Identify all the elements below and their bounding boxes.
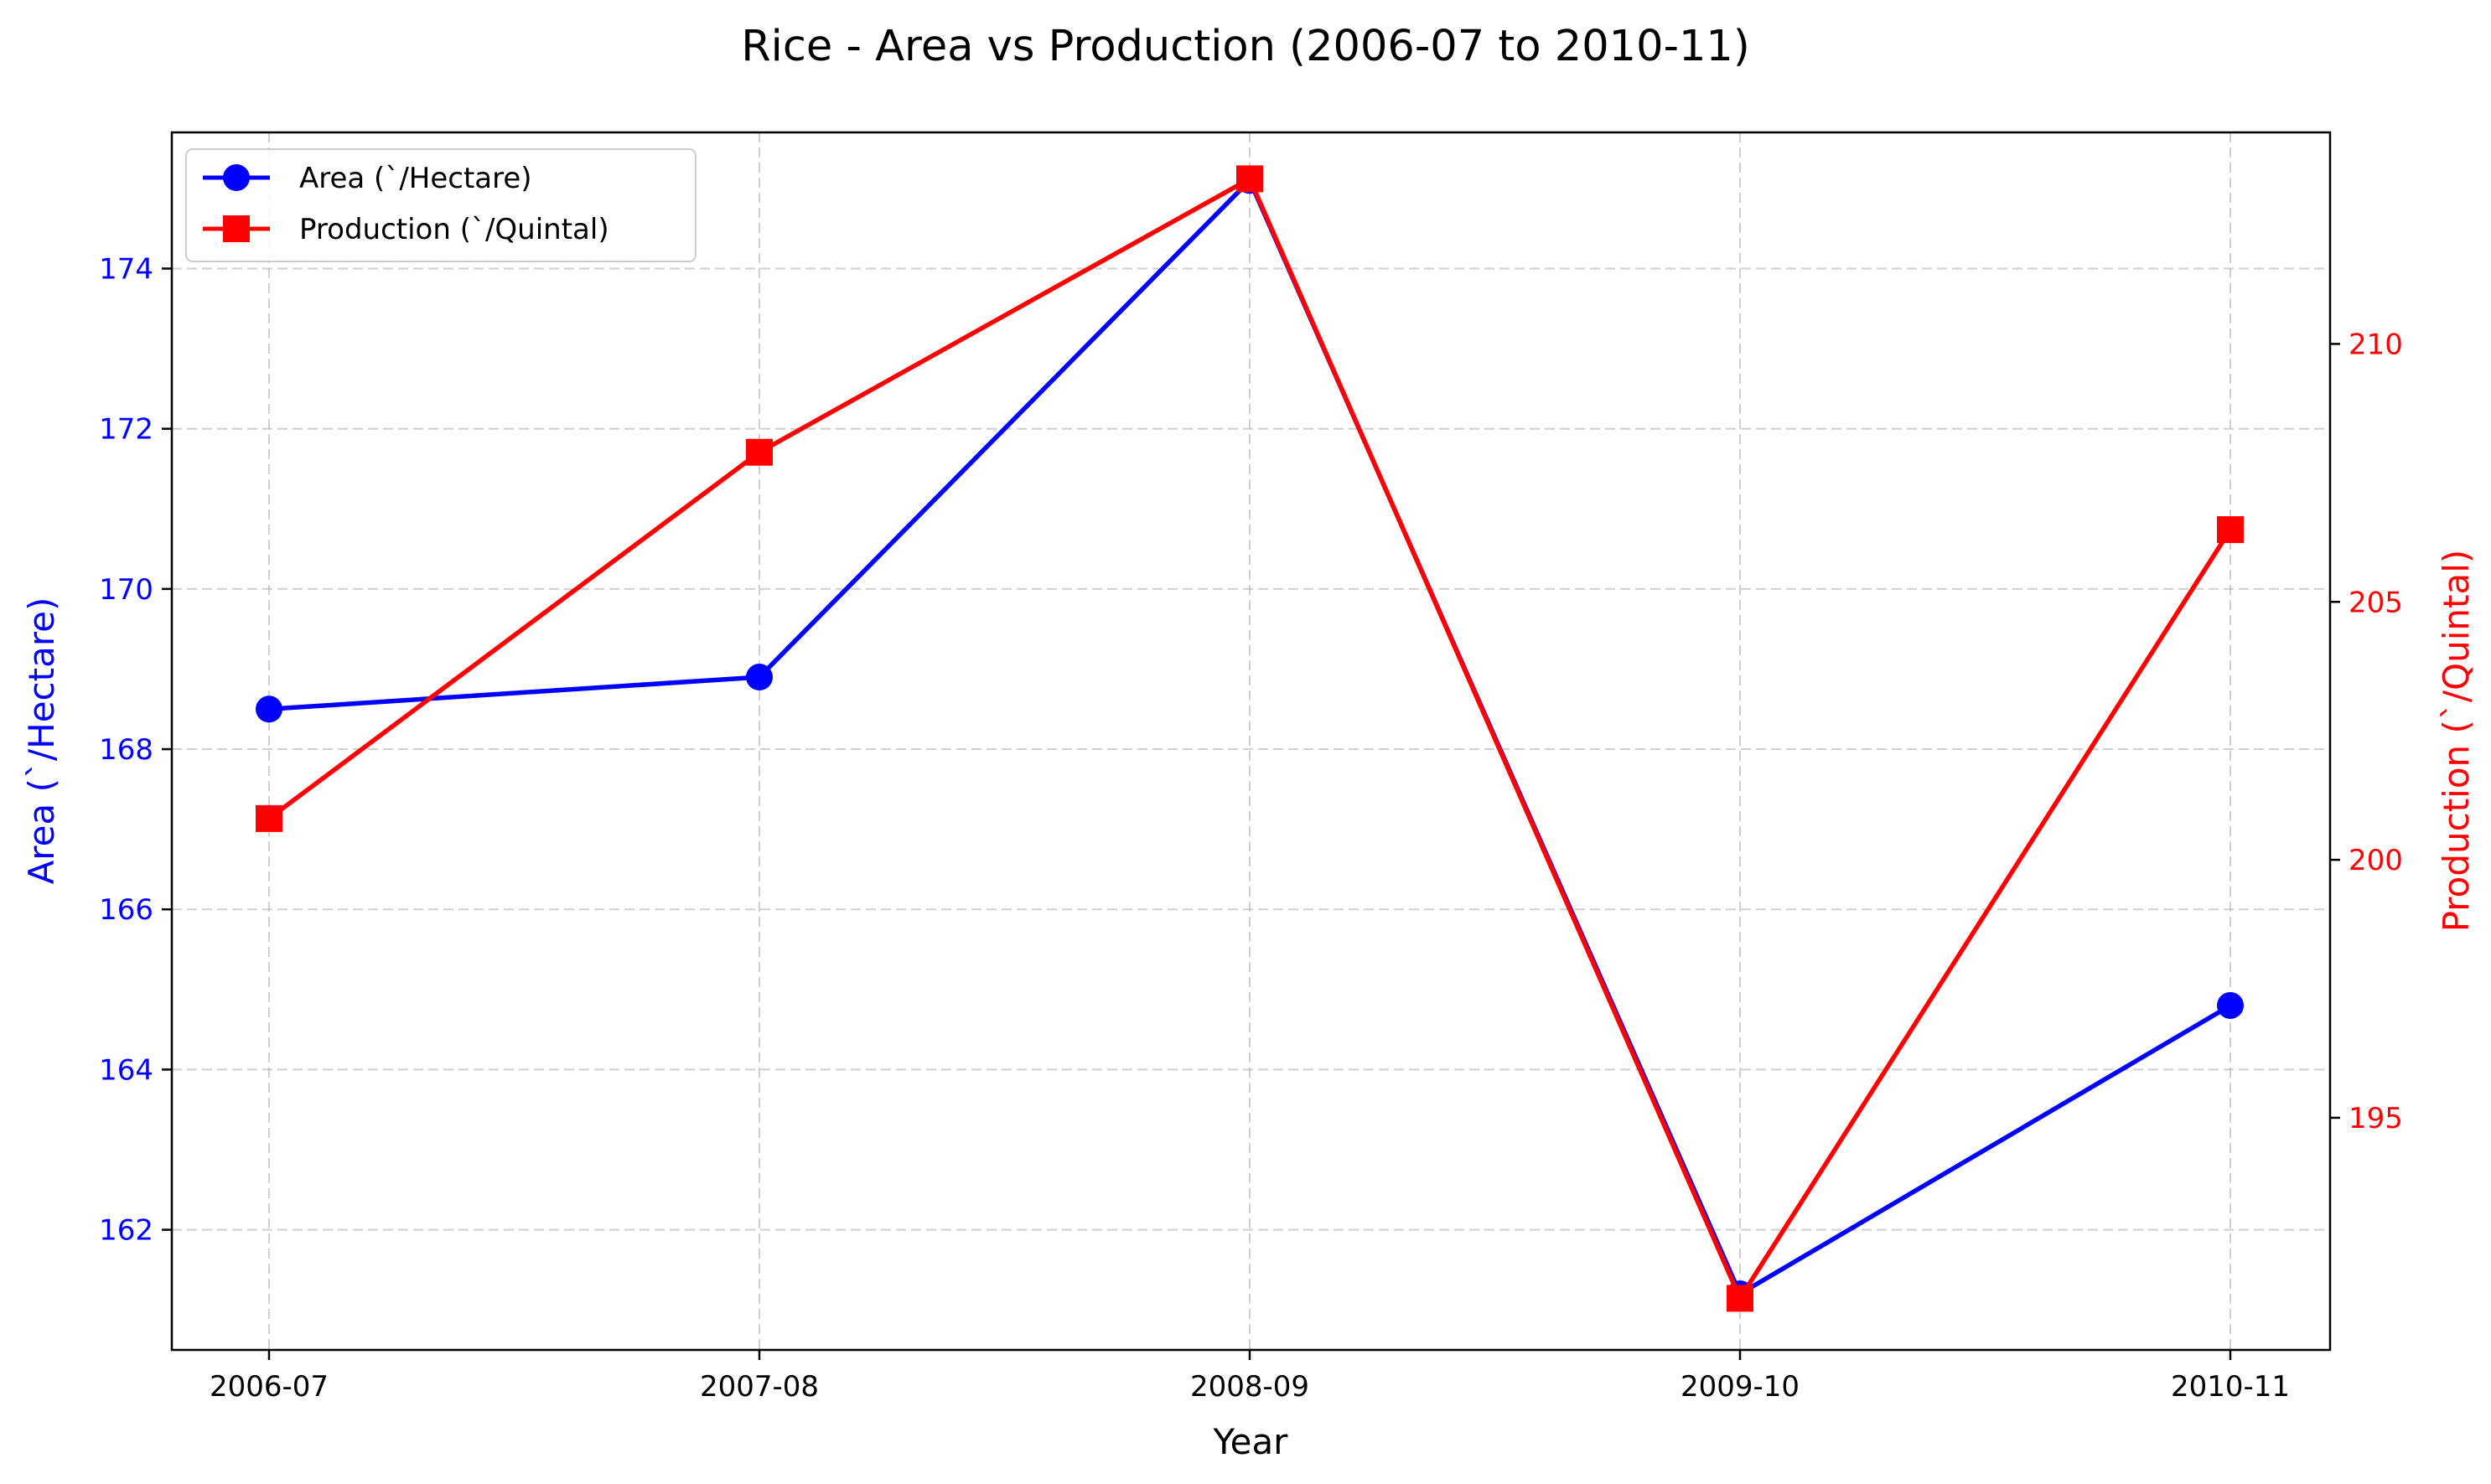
x-tick-label: 2010-11 bbox=[2171, 1370, 2290, 1404]
y-left-tick-label: 170 bbox=[99, 573, 153, 607]
chart-title: Rice - Area vs Production (2006-07 to 20… bbox=[741, 22, 1750, 71]
y-right-tick-label: 210 bbox=[2349, 328, 2403, 361]
legend-marker-production bbox=[223, 215, 250, 242]
y-left-tick-label: 174 bbox=[99, 253, 153, 287]
legend-label-area: Area (`/Hectare) bbox=[299, 162, 532, 195]
y-axis-left: 162 164 166 168 170 172 174 bbox=[99, 253, 172, 1248]
x-tick-label: 2007-08 bbox=[700, 1370, 819, 1404]
legend-box bbox=[185, 148, 697, 262]
series-layer bbox=[256, 165, 2244, 1312]
x-axis-label: Year bbox=[1213, 1421, 1289, 1462]
y-left-tick-label: 172 bbox=[99, 413, 153, 447]
data-point-production bbox=[1727, 1285, 1753, 1312]
y-left-tick-label: 168 bbox=[99, 733, 153, 767]
y-axis-right: 195 200 205 210 bbox=[2330, 328, 2403, 1135]
plot-frame bbox=[170, 131, 2332, 1352]
legend-label-production: Production (`/Quintal) bbox=[299, 213, 609, 246]
data-point-area bbox=[2217, 991, 2244, 1019]
x-tick-label: 2009-10 bbox=[1681, 1370, 1800, 1404]
x-tick-label: 2008-09 bbox=[1190, 1370, 1309, 1404]
data-point-area bbox=[746, 664, 773, 691]
y-right-tick-label: 205 bbox=[2349, 586, 2403, 619]
y-left-tick-label: 164 bbox=[99, 1053, 153, 1087]
y-left-tick-label: 166 bbox=[99, 893, 153, 927]
y-left-tick-label: 162 bbox=[99, 1214, 153, 1248]
y-axis-left-label: Area (`/Hectare) bbox=[21, 597, 62, 885]
data-point-area bbox=[256, 695, 282, 723]
y-right-tick-label: 195 bbox=[2349, 1102, 2403, 1135]
y-right-tick-label: 200 bbox=[2349, 844, 2403, 877]
x-tick-label: 2006-07 bbox=[210, 1370, 329, 1404]
data-point-production bbox=[1236, 165, 1263, 193]
x-axis: 2006-07 2007-08 2008-09 2009-10 2010-11 bbox=[210, 1350, 2290, 1404]
data-point-production bbox=[2217, 516, 2244, 544]
data-point-production bbox=[256, 804, 282, 832]
data-point-production bbox=[746, 438, 773, 466]
legend-marker-area bbox=[223, 164, 250, 191]
y-axis-right-label: Production (`/Quintal) bbox=[2436, 550, 2477, 933]
legend: Area (`/Hectare) Production (`/Quintal) bbox=[185, 148, 697, 262]
grid bbox=[172, 132, 2330, 1350]
